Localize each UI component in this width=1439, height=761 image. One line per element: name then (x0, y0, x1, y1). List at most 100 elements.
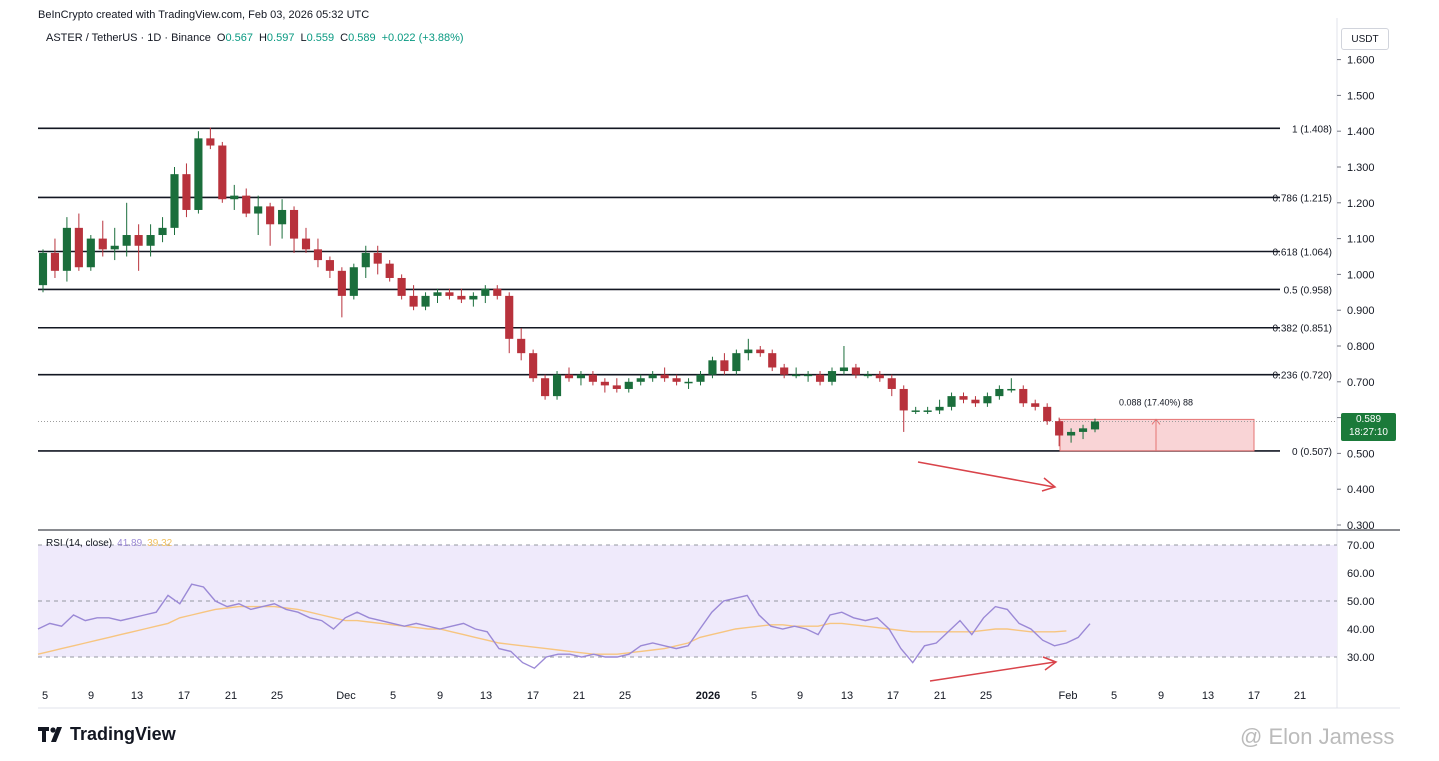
candle-body (493, 288, 502, 296)
candle-body (839, 367, 849, 372)
time-tick-label: Feb (1059, 690, 1078, 702)
watermark-text: @ Elon Jamess (1240, 724, 1395, 749)
tradingview-logo-text: TradingView (70, 724, 176, 744)
candle-body (421, 295, 430, 307)
candle-body (349, 267, 358, 296)
time-tick-label: 21 (573, 690, 585, 702)
candle-body (899, 388, 908, 411)
time-tick-label: 17 (527, 690, 539, 702)
rsi-tick-label: 60.00 (1347, 568, 1375, 580)
candle-body (313, 249, 323, 261)
candle-body (636, 378, 645, 382)
candle-body (385, 263, 394, 278)
candle-body (576, 374, 586, 379)
candle (62, 217, 71, 282)
bullish-divergence-arrow (929, 661, 1056, 682)
rsi-tick-label: 40.00 (1347, 624, 1375, 636)
time-tick-label: 25 (980, 690, 992, 702)
candle (218, 141, 227, 203)
rsi-band (38, 545, 1337, 657)
candle-body (325, 260, 334, 271)
symbol-name[interactable]: ASTER / TetherUS · 1D · Binance (46, 32, 211, 44)
candle-body (541, 378, 550, 397)
candle (648, 371, 657, 382)
candle-body (552, 374, 562, 397)
candle (923, 406, 932, 415)
tradingview-logo-icon (38, 726, 62, 742)
rsi-legend-name[interactable]: RSI (14, close) (46, 538, 113, 549)
measure-box (1059, 418, 1255, 452)
time-tick-label: 9 (1158, 690, 1164, 702)
candle-body (804, 374, 813, 377)
candle-body (732, 353, 741, 372)
time-tick-label: 9 (797, 690, 803, 702)
time-tick-label: 13 (480, 690, 492, 702)
candle (684, 378, 693, 389)
candle-body (289, 209, 299, 239)
candle-body (863, 374, 872, 377)
candle-body (278, 209, 287, 225)
price-tick-label: 0.800 (1347, 341, 1375, 353)
ohlc-change: +0.022 (+3.88%) (381, 32, 464, 44)
price-tick-label: 1.200 (1347, 198, 1375, 210)
candle-body (230, 195, 239, 200)
candle-body (792, 374, 801, 377)
candle-body (505, 295, 514, 339)
last-price-value: 0.589 (1355, 414, 1382, 425)
candle (1019, 385, 1028, 407)
candle (38, 249, 48, 293)
time-tick-label: 17 (887, 690, 899, 702)
candle (397, 274, 406, 300)
price-tick-label: 1.600 (1347, 55, 1375, 67)
tradingview-logo[interactable]: TradingView (38, 724, 176, 745)
candle-body (218, 145, 227, 200)
time-tick-label: 13 (131, 690, 143, 702)
candle (708, 356, 717, 379)
candle-body (696, 374, 705, 382)
candle-body (564, 374, 574, 379)
candle (289, 206, 299, 253)
candle (756, 346, 765, 357)
currency-button[interactable]: USDT (1341, 28, 1389, 50)
symbol-legend: ASTER / TetherUS · 1D · Binance O0.567 H… (46, 32, 464, 44)
candle-body (600, 381, 609, 386)
candle-body (672, 378, 681, 382)
price-tick-label: 1.400 (1347, 126, 1375, 138)
candle (660, 367, 669, 382)
bullish-divergence-arrowhead (1042, 656, 1058, 671)
fib-level-label: 0.236 (0.720) (1273, 371, 1333, 382)
candle-body (242, 195, 251, 214)
candle (230, 184, 239, 210)
candle (792, 367, 801, 379)
candle (875, 371, 884, 382)
candle (361, 245, 370, 278)
candle (445, 288, 454, 300)
time-tick-label: 17 (1248, 690, 1260, 702)
price-tick-label: 0.700 (1347, 377, 1375, 389)
candle-body (780, 367, 789, 375)
candle (517, 328, 526, 361)
candle (1007, 378, 1016, 393)
candle-body (481, 288, 490, 296)
time-tick-label: 5 (1111, 690, 1117, 702)
time-tick-label: 25 (619, 690, 631, 702)
price-tick-label: 1.300 (1347, 162, 1375, 174)
candle-body (911, 410, 920, 412)
candle (935, 399, 944, 415)
candle (672, 374, 681, 386)
candle-body (959, 396, 968, 400)
candle (325, 256, 334, 278)
candle-body (266, 206, 275, 225)
candle (696, 371, 705, 386)
candle-body (445, 292, 454, 296)
chart-credit: BeInCrypto created with TradingView.com,… (38, 9, 370, 21)
candle (780, 363, 789, 379)
candle-body (612, 385, 621, 389)
candle-body (756, 349, 765, 354)
candle-body (457, 295, 466, 300)
time-tick-label: Dec (336, 690, 356, 702)
time-tick-label: 5 (42, 690, 48, 702)
candle (827, 367, 837, 386)
candle-body (469, 295, 478, 300)
